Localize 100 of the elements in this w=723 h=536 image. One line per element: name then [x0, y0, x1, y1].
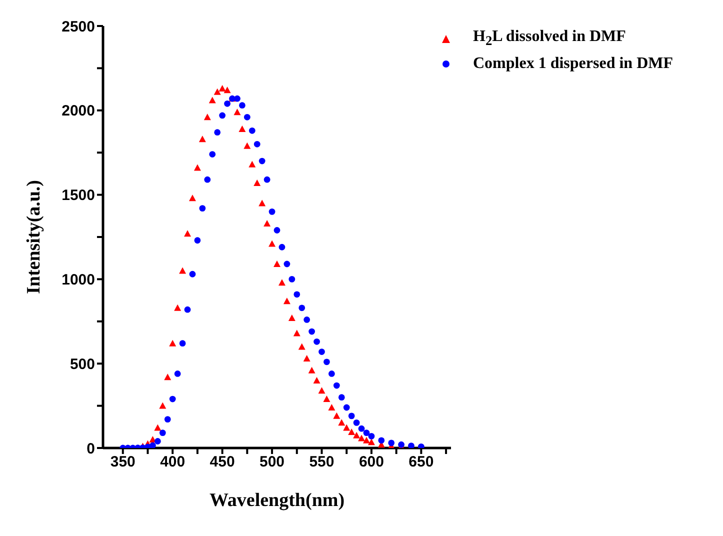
point — [150, 442, 156, 448]
point — [348, 412, 355, 420]
point — [264, 220, 271, 226]
point — [368, 432, 375, 440]
point — [254, 179, 261, 186]
point — [278, 244, 286, 250]
point — [264, 176, 270, 183]
point — [198, 136, 206, 142]
point — [184, 230, 192, 237]
point — [174, 304, 182, 311]
point — [234, 95, 240, 102]
point — [238, 125, 246, 132]
point — [219, 112, 226, 119]
point — [408, 442, 414, 448]
point — [159, 402, 166, 409]
point — [304, 316, 310, 323]
point — [214, 129, 221, 136]
point — [308, 328, 315, 335]
point — [308, 366, 316, 374]
point — [313, 376, 320, 384]
point — [358, 434, 366, 442]
point — [363, 430, 370, 436]
x-tick-label: 400 — [160, 454, 186, 471]
point — [248, 160, 256, 168]
point — [239, 102, 246, 109]
point — [218, 84, 226, 92]
point — [179, 340, 186, 347]
point — [288, 276, 296, 282]
point — [199, 205, 206, 212]
point — [234, 108, 241, 116]
point — [174, 370, 181, 377]
y-tick-label: 2500 — [62, 18, 95, 36]
point — [328, 404, 336, 410]
point — [388, 440, 395, 446]
point — [338, 419, 346, 426]
point — [343, 404, 350, 411]
point — [278, 279, 286, 286]
x-tick-label: 500 — [260, 454, 285, 471]
point — [353, 419, 360, 426]
point — [418, 443, 424, 448]
point — [333, 412, 340, 419]
point — [188, 194, 196, 202]
point — [254, 140, 260, 148]
point — [293, 330, 300, 336]
point — [314, 338, 320, 345]
point — [214, 88, 221, 95]
x-tick-label: 450 — [210, 454, 235, 471]
x-tick-label: 600 — [358, 454, 384, 471]
point — [248, 127, 256, 134]
point — [284, 260, 290, 268]
point — [283, 298, 290, 304]
point — [324, 358, 330, 366]
point — [328, 370, 335, 377]
point — [204, 176, 211, 183]
point — [303, 355, 310, 362]
x-axis-title: Wavelength(nm) — [209, 490, 345, 511]
point — [169, 396, 176, 402]
y-tick-label: 2000 — [62, 102, 95, 120]
point — [268, 240, 276, 247]
y-tick-label: 500 — [70, 356, 95, 373]
point — [164, 416, 171, 423]
point — [194, 164, 201, 171]
legend-label: Complex 1 dispersed in DMF — [473, 55, 673, 74]
point — [348, 428, 356, 435]
point — [194, 237, 201, 244]
point — [179, 267, 186, 274]
point — [333, 382, 340, 389]
point — [164, 374, 172, 380]
point — [318, 348, 325, 355]
x-tick-label: 350 — [110, 454, 136, 471]
point — [353, 432, 360, 438]
point — [258, 200, 266, 206]
point — [274, 260, 280, 268]
point — [268, 208, 276, 215]
point — [154, 424, 162, 431]
point — [323, 396, 330, 402]
point — [209, 151, 216, 158]
point — [224, 100, 230, 107]
x-tick-label: 650 — [408, 454, 434, 471]
y-axis-title: Intensity(a.u.) — [24, 180, 45, 294]
point — [204, 114, 211, 120]
point — [208, 96, 216, 104]
point — [224, 86, 231, 94]
point — [343, 424, 350, 431]
point — [154, 438, 161, 444]
point — [338, 394, 345, 401]
point — [169, 340, 176, 346]
legend-label: H$_{2}$L dissolved in DMF — [473, 28, 626, 50]
x-tick-label: 550 — [309, 454, 334, 471]
point — [244, 114, 250, 120]
point — [258, 158, 266, 164]
point — [244, 142, 251, 149]
point — [378, 437, 385, 444]
point — [294, 291, 300, 298]
point — [318, 387, 326, 394]
y-tick-label: 1000 — [62, 272, 95, 289]
point — [362, 436, 370, 444]
y-tick-label: 0 — [86, 440, 95, 458]
point — [159, 430, 166, 436]
point — [184, 306, 191, 313]
